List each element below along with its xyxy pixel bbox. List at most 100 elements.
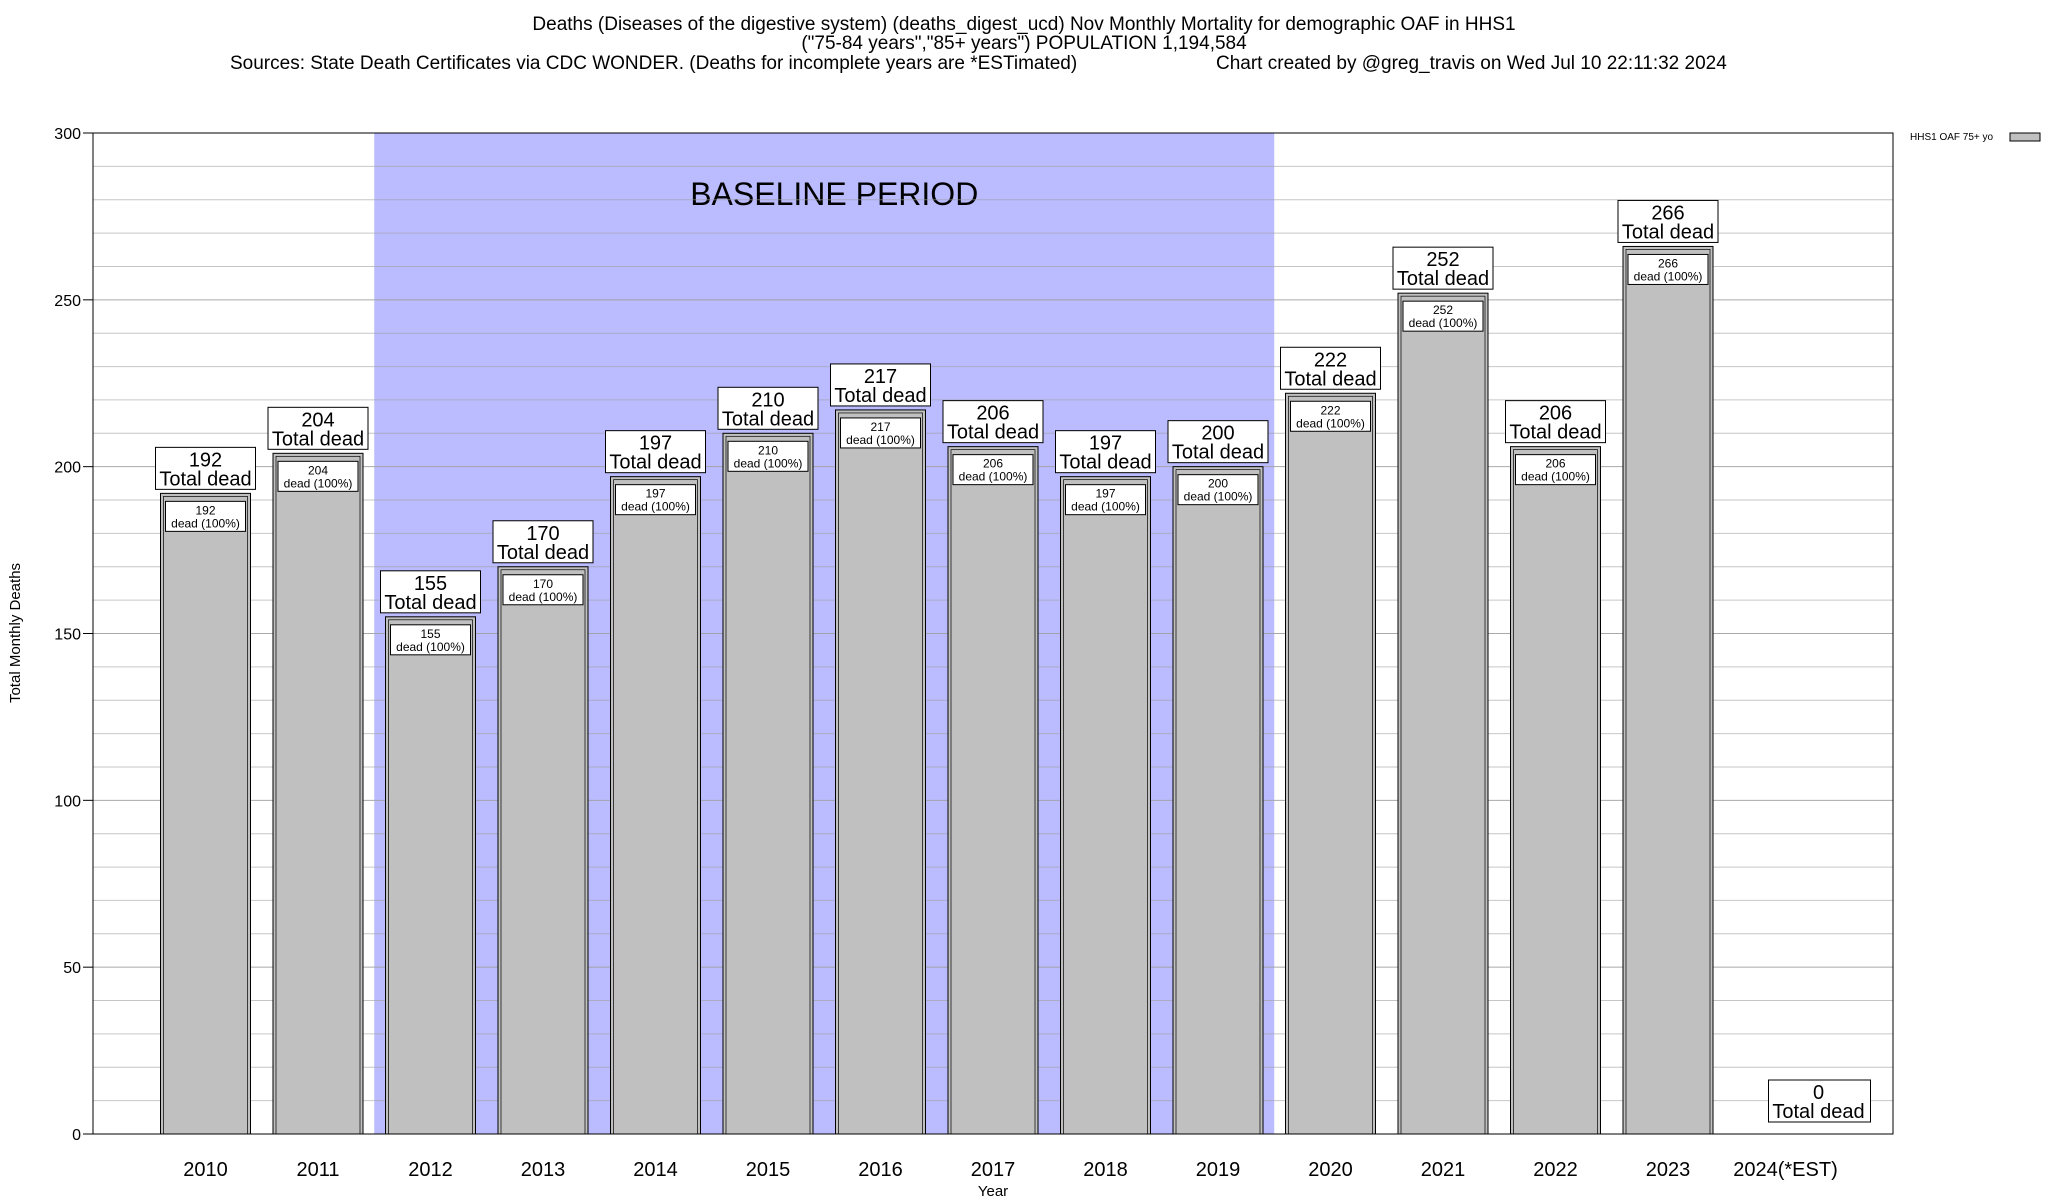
chart-subtitle: ("75-84 years","85+ years") POPULATION 1…: [801, 33, 1247, 54]
bar: [835, 409, 926, 1135]
total-label-value: 210: [751, 389, 784, 411]
bar: [272, 452, 364, 1135]
bar: [1397, 292, 1489, 1135]
y-tick-label: 300: [54, 126, 81, 143]
y-axis-label: Total Monthly Deaths: [7, 563, 24, 703]
inner-label-text: dead (100%): [396, 640, 465, 654]
inner-label-box: [1290, 400, 1371, 432]
inner-label-text: dead (100%): [1634, 269, 1703, 283]
x-tick-label: 2020: [1308, 1159, 1353, 1181]
inner-label-box: [1065, 484, 1146, 516]
x-tick-label: 2024(*EST): [1733, 1159, 1838, 1181]
total-label-text: Total dead: [1509, 422, 1601, 444]
total-label-text: Total dead: [1772, 1101, 1864, 1123]
inner-label-value: 200: [1208, 477, 1228, 491]
chart-credit: Chart created by @greg_travis on Wed Jul…: [1216, 53, 1727, 74]
y-tick-label: 200: [54, 460, 81, 477]
inner-label-text: dead (100%): [959, 470, 1028, 484]
total-label-text: Total dead: [1172, 442, 1264, 464]
total-label-value: 200: [1201, 423, 1234, 445]
inner-label-box: [1515, 454, 1596, 486]
bar: [160, 492, 251, 1135]
inner-label-text: dead (100%): [1296, 416, 1365, 430]
total-label-box: [155, 446, 256, 490]
total-label-box: [605, 430, 706, 474]
inner-label-value: 197: [1095, 487, 1115, 501]
total-label-box: [1617, 199, 1719, 243]
bar: [1172, 466, 1264, 1135]
inner-label-value: 252: [1433, 303, 1453, 317]
total-label-box: [1167, 420, 1269, 464]
total-label-text: Total dead: [947, 422, 1039, 444]
total-label-text: Total dead: [609, 452, 701, 474]
total-label-value: 266: [1651, 202, 1684, 224]
total-label-box: [380, 570, 481, 614]
bar: [722, 432, 814, 1135]
total-label-value: 217: [864, 366, 897, 388]
bar: [1622, 245, 1714, 1135]
inner-label-box: [277, 460, 359, 492]
inner-label-text: dead (100%): [284, 476, 353, 490]
inner-label-text: dead (100%): [1521, 470, 1590, 484]
bar: [947, 446, 1039, 1135]
total-label-value: 197: [1089, 433, 1122, 455]
x-tick-label: 2013: [521, 1159, 566, 1181]
inner-label-text: dead (100%): [846, 433, 915, 447]
total-label-text: Total dead: [1059, 452, 1151, 474]
inner-label-box: [952, 454, 1034, 486]
inner-label-value: 170: [533, 577, 553, 591]
bar: [1510, 446, 1601, 1135]
x-tick-label: 2011: [296, 1159, 339, 1181]
baseline-period-label: BASELINE PERIOD: [690, 176, 978, 212]
x-tick-label: 2012: [408, 1159, 453, 1181]
total-label-box: [1505, 400, 1606, 444]
inner-label-box: [615, 484, 696, 516]
total-label-box: [1280, 346, 1381, 390]
total-label-box: [830, 363, 931, 407]
bar: [610, 476, 701, 1135]
total-label-text: Total dead: [384, 592, 476, 614]
inner-label-box: [1627, 253, 1709, 285]
total-label-value: 192: [189, 449, 222, 471]
inner-label-text: dead (100%): [621, 500, 690, 514]
inner-label-box: [1177, 474, 1259, 506]
total-label-text: Total dead: [1284, 368, 1376, 390]
inner-label-text: dead (100%): [1071, 500, 1140, 514]
x-tick-label: 2016: [858, 1159, 903, 1181]
inner-label-value: 266: [1658, 256, 1678, 270]
total-label-box: [1055, 430, 1156, 474]
inner-label-text: dead (100%): [734, 456, 803, 470]
total-label-box: [717, 386, 819, 430]
inner-label-text: dead (100%): [509, 590, 578, 604]
x-axis-label: Year: [978, 1183, 1008, 1200]
bar: [385, 616, 476, 1135]
y-tick-label: 150: [54, 627, 81, 644]
total-label-box: [1768, 1079, 1871, 1123]
x-tick-label: 2021: [1421, 1159, 1466, 1181]
bar: [1060, 476, 1151, 1135]
legend-label: HHS1 OAF 75+ yo: [1910, 132, 1994, 143]
total-label-box: [1392, 246, 1494, 290]
inner-label-box: [502, 574, 584, 606]
inner-label-box: [727, 440, 809, 472]
plot-frame: [92, 132, 1894, 1135]
inner-label-value: 217: [870, 420, 890, 434]
total-label-box: [267, 406, 369, 450]
inner-label-box: [165, 500, 246, 532]
inner-label-value: 206: [1545, 457, 1565, 471]
x-tick-label: 2010: [183, 1159, 228, 1181]
total-label-value: 0: [1813, 1082, 1824, 1104]
total-label-text: Total dead: [1397, 268, 1489, 290]
x-tick-label: 2017: [971, 1159, 1016, 1181]
inner-label-text: dead (100%): [1184, 490, 1253, 504]
total-label-text: Total dead: [497, 542, 589, 564]
total-label-value: 206: [1539, 403, 1572, 425]
total-label-text: Total dead: [722, 408, 814, 430]
inner-label-value: 222: [1320, 403, 1340, 417]
total-label-value: 204: [301, 409, 334, 431]
inner-label-value: 206: [983, 457, 1003, 471]
x-tick-label: 2023: [1646, 1159, 1691, 1181]
inner-label-value: 210: [758, 443, 778, 457]
